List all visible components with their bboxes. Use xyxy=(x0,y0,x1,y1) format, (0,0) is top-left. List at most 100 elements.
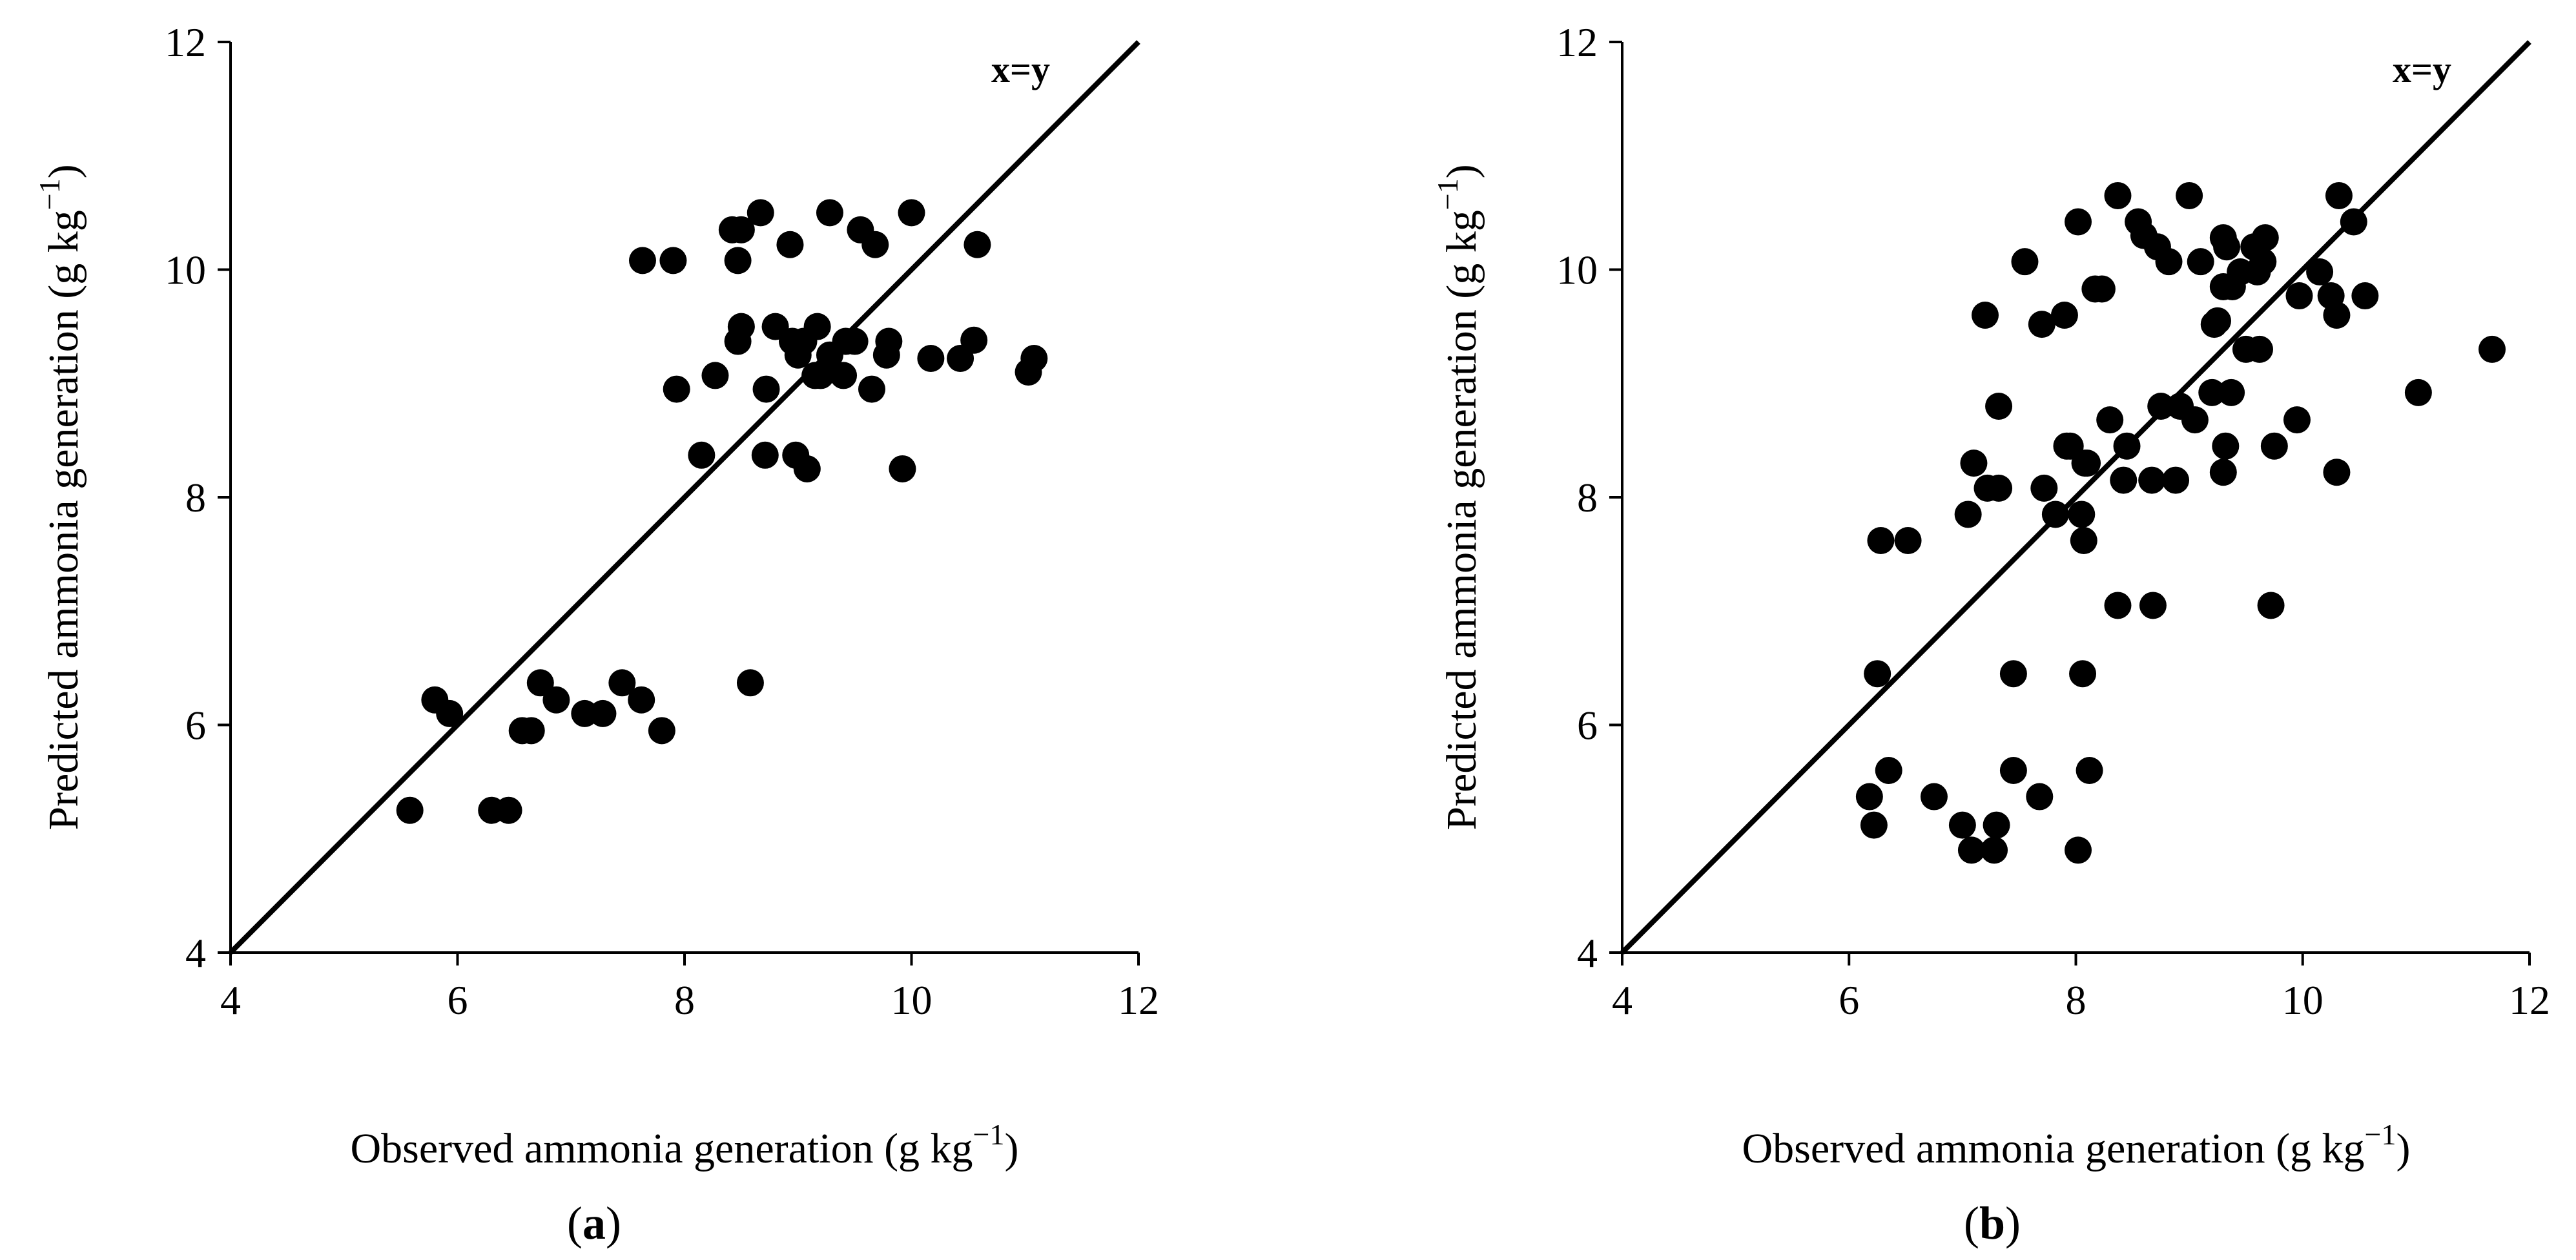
data-point xyxy=(2187,248,2214,276)
y-tick-label: 10 xyxy=(1556,247,1598,293)
data-point xyxy=(2050,302,2078,329)
x-tick-label: 4 xyxy=(220,977,241,1023)
panel-a: 4 6 8 10 12 4 6 8 10 12 x=y Observed ammonia gene… xyxy=(33,19,1159,1249)
panel-b: 4 6 8 10 12 4 6 8 10 12 x=y Observed ammonia gene… xyxy=(1431,19,2550,1249)
data-point xyxy=(727,216,755,243)
x-tick-label: 10 xyxy=(891,977,933,1023)
data-point xyxy=(752,375,780,403)
data-point xyxy=(1948,811,1976,839)
data-point xyxy=(2246,335,2274,363)
data-point xyxy=(861,231,889,258)
data-point xyxy=(659,247,687,274)
data-point xyxy=(841,327,869,355)
y-tick-label: 8 xyxy=(1577,475,1598,521)
data-point xyxy=(2340,208,2367,236)
data-point xyxy=(2260,432,2288,460)
data-point xyxy=(542,686,570,714)
data-point xyxy=(776,231,804,258)
y-axis-label: Predicted ammonia generation (g kg−1) xyxy=(1431,164,1485,830)
data-point xyxy=(1020,344,1048,372)
data-point xyxy=(830,362,858,389)
data-point xyxy=(751,441,779,469)
data-point xyxy=(2104,592,2132,619)
axis-tick-labels: 4 6 8 10 12 4 6 8 10 12 xyxy=(1556,19,2550,1023)
data-point xyxy=(2074,449,2101,477)
y-tick-label: 6 xyxy=(185,703,206,749)
data-point xyxy=(2204,307,2232,335)
axis-ticks xyxy=(218,41,1140,966)
data-point xyxy=(1972,302,1999,329)
data-point xyxy=(807,362,834,389)
data-point xyxy=(724,247,752,274)
data-point xyxy=(628,247,656,274)
data-point xyxy=(517,717,545,745)
data-point xyxy=(2198,378,2226,406)
data-point xyxy=(2026,783,2054,811)
data-point xyxy=(1960,449,1988,477)
data-point xyxy=(648,717,675,745)
data-point xyxy=(963,231,991,258)
data-point xyxy=(2249,248,2277,276)
data-point xyxy=(2076,757,2103,784)
data-point xyxy=(2030,474,2058,502)
data-points xyxy=(396,199,1048,824)
data-point xyxy=(1864,660,1891,688)
data-point xyxy=(1999,660,2027,688)
data-point xyxy=(917,344,945,372)
data-point xyxy=(2162,466,2190,494)
x-tick-label: 12 xyxy=(2509,977,2550,1023)
data-point xyxy=(2070,526,2097,554)
data-point xyxy=(793,455,821,482)
data-point xyxy=(2155,248,2183,276)
y-tick-label: 12 xyxy=(1556,19,1598,65)
data-point xyxy=(2323,302,2351,329)
data-point xyxy=(2065,208,2092,236)
y-tick-label: 10 xyxy=(165,247,206,293)
data-point xyxy=(663,375,690,403)
x-axis-label: Observed ammonia generation (g kg−1) xyxy=(351,1118,1019,1172)
data-point xyxy=(2028,311,2056,338)
identity-line-label: x=y xyxy=(991,48,1050,90)
data-point xyxy=(2478,335,2506,363)
x-tick-label: 8 xyxy=(2066,977,2087,1023)
data-point xyxy=(628,686,655,714)
identity-line xyxy=(229,40,1140,955)
data-point xyxy=(2285,282,2313,310)
data-point xyxy=(2323,459,2351,486)
axis-ticks xyxy=(1609,41,2531,966)
data-point xyxy=(2138,466,2166,494)
data-point xyxy=(1855,783,1883,811)
data-point xyxy=(2404,378,2432,406)
y-tick-label: 8 xyxy=(185,475,206,521)
data-point xyxy=(2181,406,2209,434)
data-point xyxy=(2139,592,2167,619)
x-axis-label: Observed ammonia generation (g kg−1) xyxy=(1742,1118,2411,1172)
data-point xyxy=(2068,501,2096,528)
data-point xyxy=(2011,248,2039,276)
x-tick-label: 10 xyxy=(2282,977,2324,1023)
data-point xyxy=(2069,660,2097,688)
data-point xyxy=(803,313,831,340)
data-point xyxy=(2104,181,2132,209)
identity-line-label: x=y xyxy=(2393,48,2451,90)
data-point xyxy=(701,362,729,389)
data-point xyxy=(688,441,716,469)
y-tick-label: 4 xyxy=(1577,930,1598,976)
data-point xyxy=(747,199,774,227)
panel-label: (a) xyxy=(567,1197,621,1249)
data-point xyxy=(1867,526,1895,554)
data-point xyxy=(2351,282,2379,310)
data-point xyxy=(608,669,636,697)
x-tick-label: 8 xyxy=(674,977,695,1023)
x-tick-label: 12 xyxy=(1118,977,1159,1023)
data-point xyxy=(2213,233,2241,261)
data-point xyxy=(589,699,617,727)
data-points xyxy=(1855,181,2506,864)
data-point xyxy=(2110,466,2138,494)
data-point xyxy=(1981,836,2008,864)
data-point xyxy=(2096,406,2124,434)
data-point xyxy=(2041,501,2069,528)
data-point xyxy=(1983,811,2010,839)
data-point xyxy=(2257,592,2285,619)
